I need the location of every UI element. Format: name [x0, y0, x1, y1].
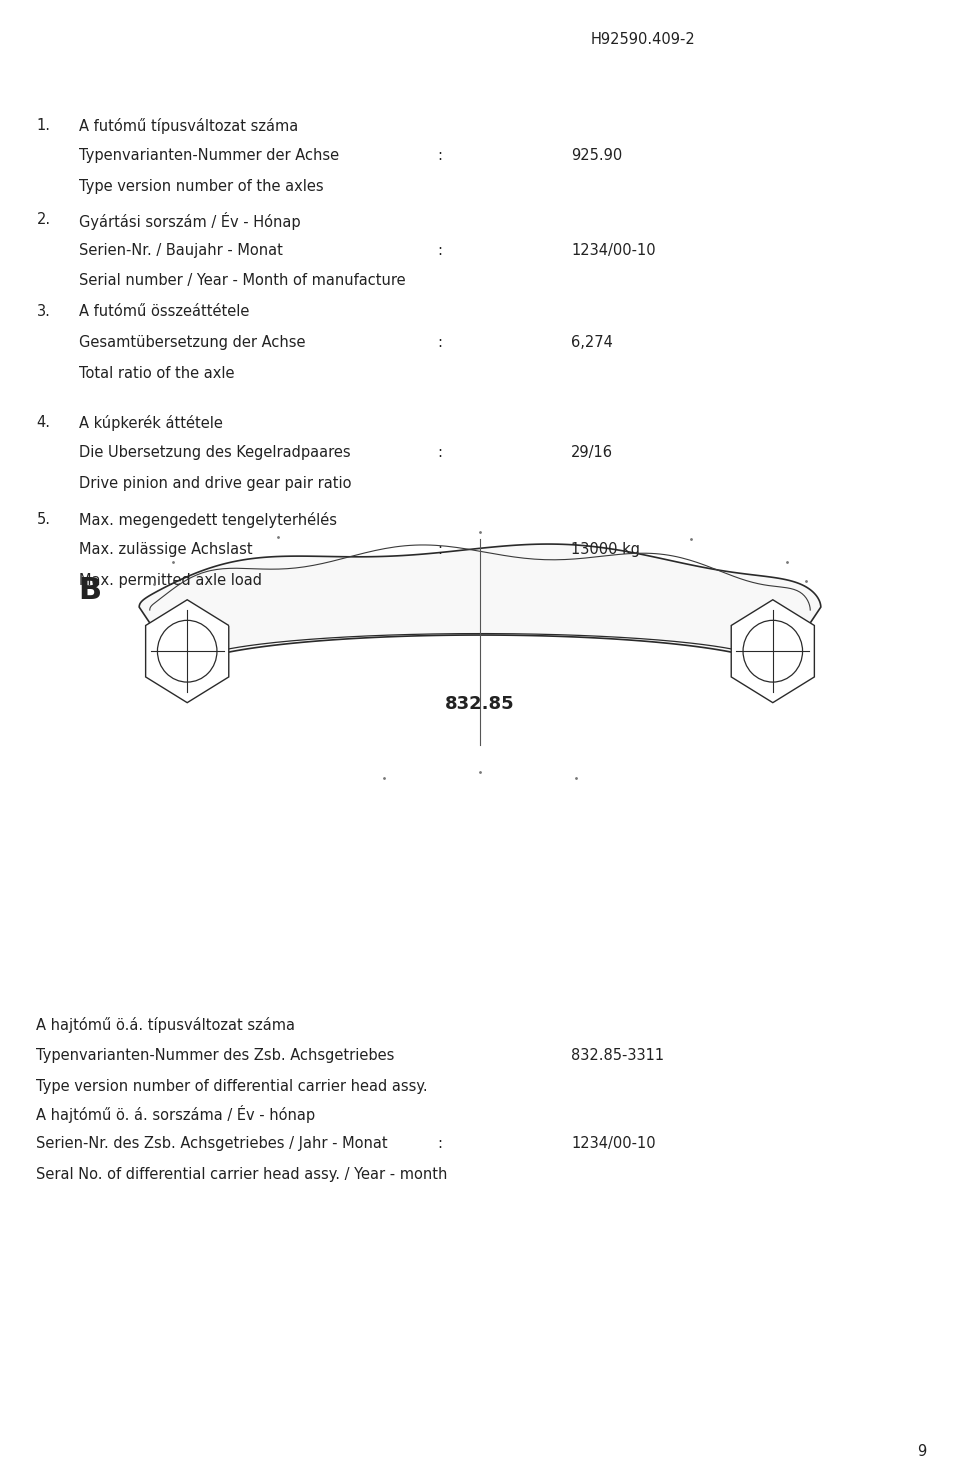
Text: 2.: 2. — [36, 212, 51, 226]
Text: 9: 9 — [917, 1444, 926, 1458]
Text: A futómű típusváltozat száma: A futómű típusváltozat száma — [79, 118, 298, 134]
Text: 13000 kg: 13000 kg — [571, 542, 640, 557]
Text: Type version number of differential carrier head assy.: Type version number of differential carr… — [36, 1079, 428, 1094]
Text: Gesamtübersetzung der Achse: Gesamtübersetzung der Achse — [79, 335, 305, 350]
Text: Gyártási sorszám / Év - Hónap: Gyártási sorszám / Év - Hónap — [79, 212, 300, 229]
Text: Max. zulässige Achslast: Max. zulässige Achslast — [79, 542, 252, 557]
Text: A hajtómű ö.á. típusváltozat száma: A hajtómű ö.á. típusváltozat száma — [36, 1017, 296, 1033]
Text: 832.85-3311: 832.85-3311 — [571, 1048, 664, 1063]
Text: 925.90: 925.90 — [571, 148, 622, 163]
Text: 29/16: 29/16 — [571, 445, 613, 460]
Text: 1.: 1. — [36, 118, 51, 132]
Text: Serien-Nr. des Zsb. Achsgetriebes / Jahr - Monat: Serien-Nr. des Zsb. Achsgetriebes / Jahr… — [36, 1136, 388, 1151]
Text: :: : — [437, 243, 442, 257]
Polygon shape — [732, 600, 814, 703]
Text: A hajtómű ö. á. sorszáma / Év - hónap: A hajtómű ö. á. sorszáma / Év - hónap — [36, 1105, 316, 1123]
Text: Serien-Nr. / Baujahr - Monat: Serien-Nr. / Baujahr - Monat — [79, 243, 282, 257]
Text: :: : — [437, 1136, 442, 1151]
Polygon shape — [139, 544, 821, 672]
Text: Seral No. of differential carrier head assy. / Year - month: Seral No. of differential carrier head a… — [36, 1167, 448, 1182]
Ellipse shape — [743, 620, 803, 682]
Text: Die Ubersetzung des Kegelradpaares: Die Ubersetzung des Kegelradpaares — [79, 445, 350, 460]
Text: 3.: 3. — [36, 304, 50, 319]
Text: Type version number of the axles: Type version number of the axles — [79, 179, 324, 194]
Text: :: : — [437, 542, 442, 557]
Text: Total ratio of the axle: Total ratio of the axle — [79, 366, 234, 381]
Text: Typenvarianten-Nummer der Achse: Typenvarianten-Nummer der Achse — [79, 148, 339, 163]
Ellipse shape — [157, 620, 217, 682]
Polygon shape — [146, 600, 228, 703]
Text: 832.85: 832.85 — [445, 695, 515, 713]
Text: 4.: 4. — [36, 415, 51, 429]
Text: 1234/00-10: 1234/00-10 — [571, 243, 656, 257]
Text: A kúpkerék áttétele: A kúpkerék áttétele — [79, 415, 223, 431]
Text: :: : — [437, 335, 442, 350]
Text: Serial number / Year - Month of manufacture: Serial number / Year - Month of manufact… — [79, 273, 405, 288]
Text: 1234/00-10: 1234/00-10 — [571, 1136, 656, 1151]
Text: Max. megengedett tengelyterhélés: Max. megengedett tengelyterhélés — [79, 512, 337, 528]
Text: 6,274: 6,274 — [571, 335, 613, 350]
Text: B: B — [79, 576, 102, 606]
Text: Drive pinion and drive gear pair ratio: Drive pinion and drive gear pair ratio — [79, 476, 351, 491]
Text: A futómű összeáttétele: A futómű összeáttétele — [79, 304, 249, 319]
Text: Max. permitted axle load: Max. permitted axle load — [79, 573, 262, 588]
Text: :: : — [437, 148, 442, 163]
Text: H92590.409-2: H92590.409-2 — [590, 32, 695, 47]
Text: 5.: 5. — [36, 512, 51, 526]
Text: :: : — [437, 445, 442, 460]
Text: Typenvarianten-Nummer des Zsb. Achsgetriebes: Typenvarianten-Nummer des Zsb. Achsgetri… — [36, 1048, 395, 1063]
